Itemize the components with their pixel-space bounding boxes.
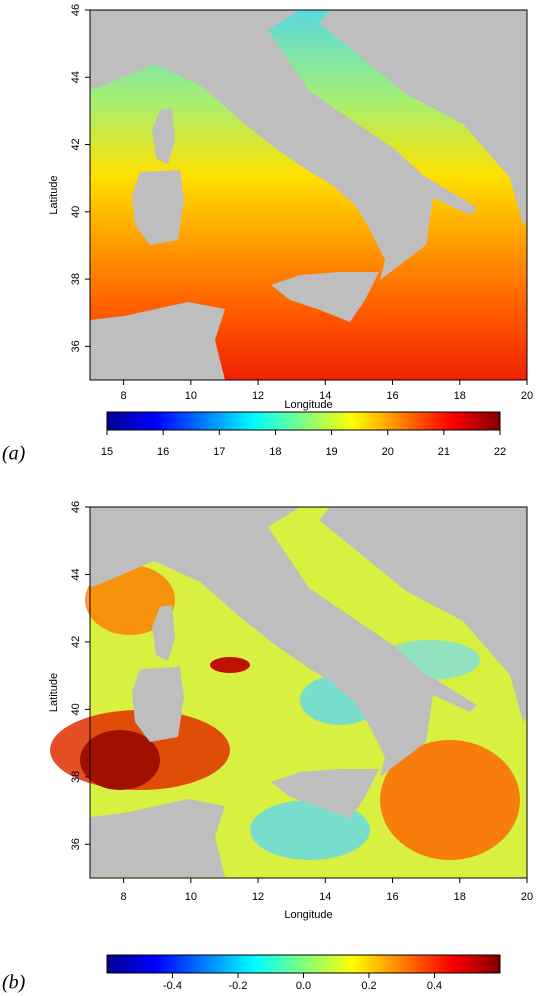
x-tick-label: 10 — [185, 891, 197, 903]
y-tick-label: 42 — [70, 138, 82, 150]
x-tick-label: 16 — [386, 891, 398, 903]
colorbar-tick-label: 18 — [269, 446, 281, 458]
panel-label: (b) — [2, 972, 26, 994]
colorbar-tick-label: 19 — [325, 446, 337, 458]
x-tick-label: 8 — [121, 390, 127, 402]
x-tick-label: 18 — [454, 390, 466, 402]
colorbar-tick-label: 0.4 — [427, 980, 442, 992]
y-tick-label: 46 — [70, 4, 82, 16]
colorbar-tick-label: 0.2 — [361, 980, 376, 992]
y-axis-label: Latitude — [48, 175, 60, 214]
x-tick-label: 14 — [319, 390, 331, 402]
colorbar-tick-label: 21 — [438, 446, 450, 458]
x-tick-label: 12 — [252, 390, 264, 402]
colorbar-tick-label: 16 — [157, 446, 169, 458]
colorbar-tick-label: -0.2 — [229, 980, 248, 992]
axes-layer: 8 10 12 14 16 18 20 36 38 40 42 44 46 Longitude Latitu… — [2, 4, 533, 994]
map-field-a — [90, 10, 527, 380]
colorbar-tick-label: 0.0 — [296, 980, 311, 992]
y-tick-label: 38 — [70, 771, 82, 783]
colorbar — [106, 411, 501, 431]
x-axis-label: Longitude — [284, 399, 332, 411]
colorbar-tick-label: 20 — [382, 446, 394, 458]
x-tick-label: 20 — [521, 891, 533, 903]
y-tick-label: 36 — [70, 838, 82, 850]
x-tick-label: 10 — [185, 390, 197, 402]
panel-label: (a) — [2, 443, 26, 465]
map-field-b — [50, 507, 527, 878]
y-tick-label: 40 — [70, 703, 82, 715]
plot-frame — [89, 9, 528, 381]
colorbar-tick-label: 17 — [213, 446, 225, 458]
y-tick-label: 46 — [70, 501, 82, 513]
x-tick-label: 14 — [319, 891, 331, 903]
colorbar-tick-label: -0.4 — [163, 980, 182, 992]
x-tick-label: 20 — [521, 390, 533, 402]
x-axis-label: Longitude — [284, 909, 332, 921]
colorbar-tick-label: 22 — [494, 446, 506, 458]
x-tick-label: 16 — [386, 390, 398, 402]
y-axis-label: Latitude — [48, 673, 60, 712]
y-tick-label: 40 — [70, 206, 82, 218]
y-tick-label: 42 — [70, 636, 82, 648]
y-tick-label: 44 — [70, 71, 82, 83]
x-tick-label: 8 — [121, 891, 127, 903]
x-tick-label: 18 — [454, 891, 466, 903]
x-tick-label: 12 — [252, 891, 264, 903]
plot-frame — [89, 506, 528, 879]
colorbar — [106, 954, 501, 974]
y-tick-label: 44 — [70, 568, 82, 580]
y-tick-label: 36 — [70, 340, 82, 352]
y-tick-label: 38 — [70, 273, 82, 285]
colorbar-tick-label: 15 — [101, 446, 113, 458]
